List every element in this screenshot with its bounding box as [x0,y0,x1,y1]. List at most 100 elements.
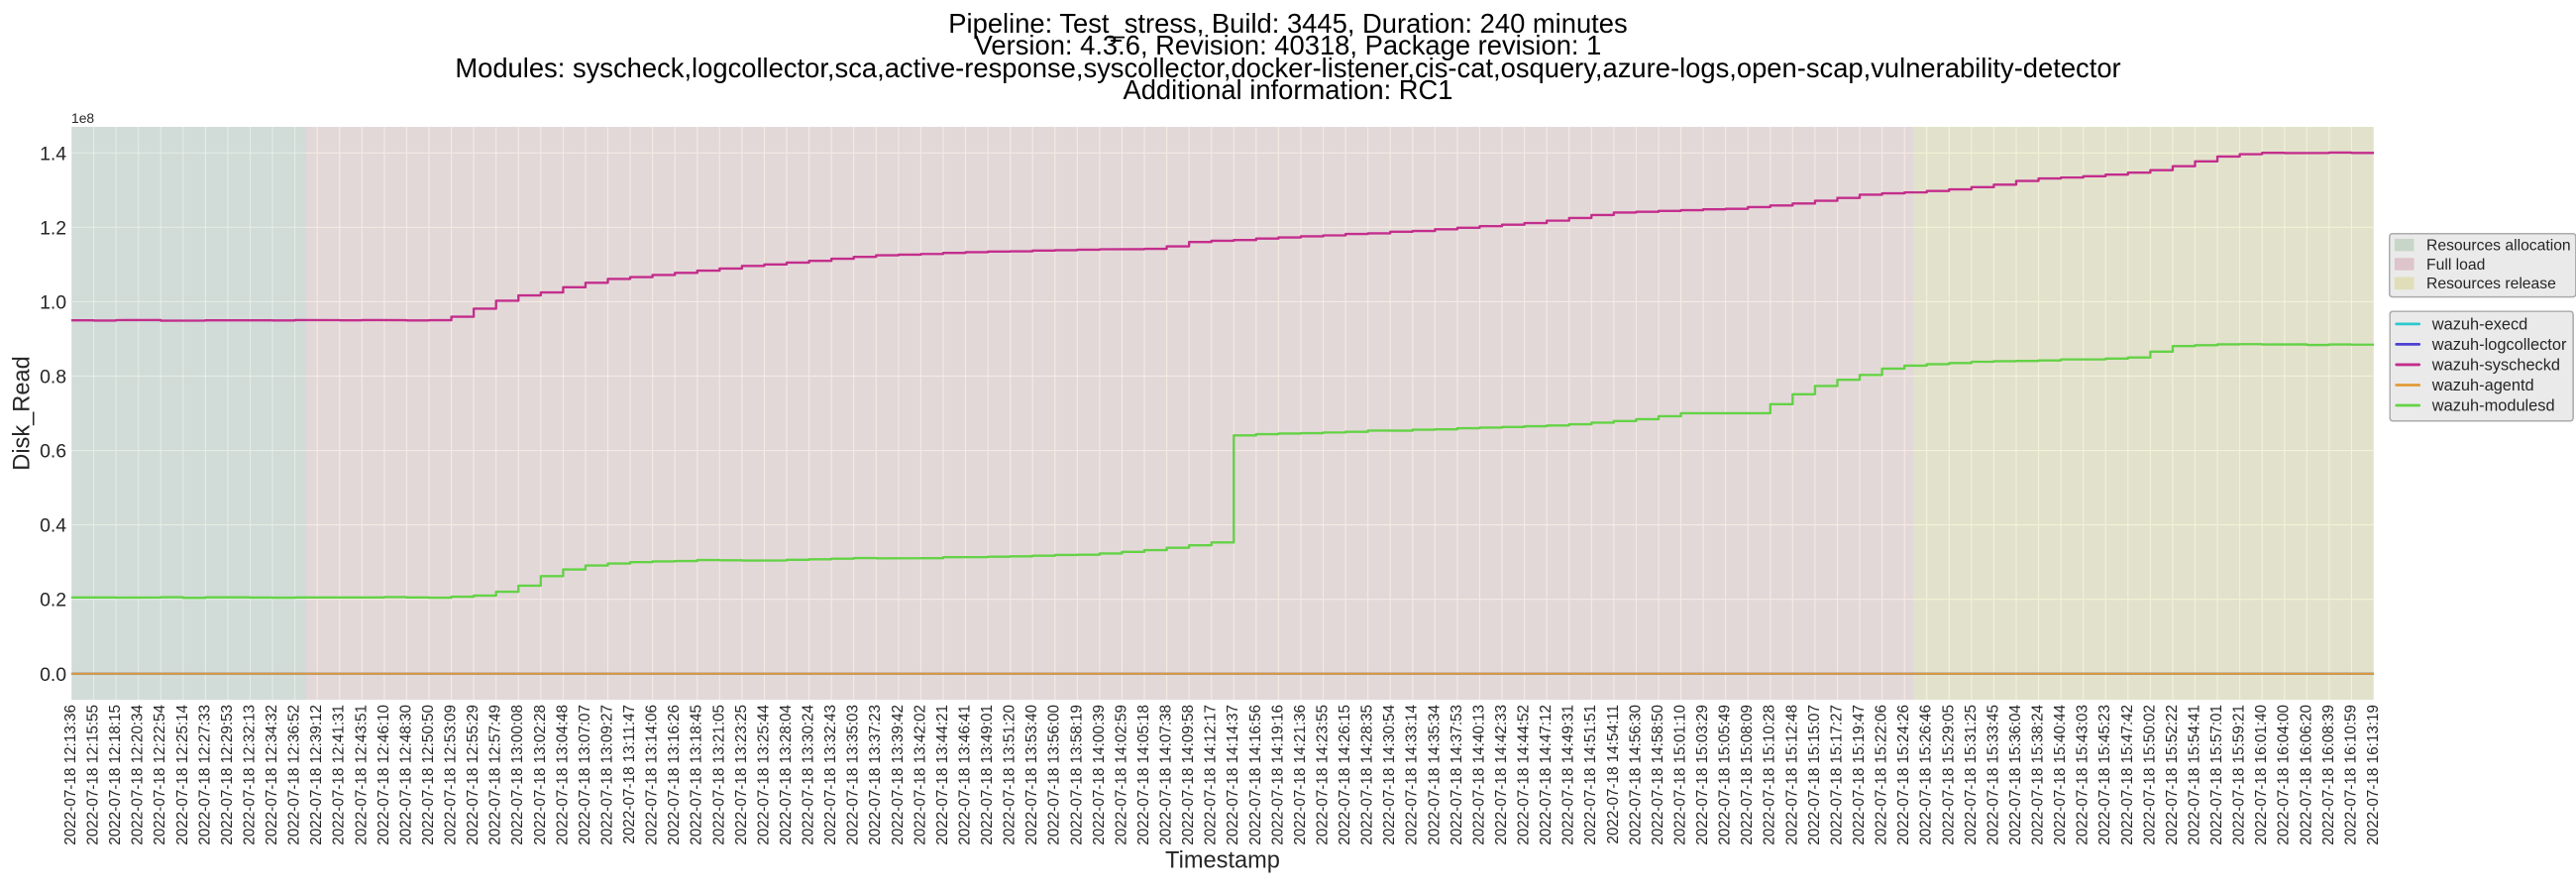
svg-text:2022-07-18 15:52:22: 2022-07-18 15:52:22 [2164,705,2181,845]
svg-text:0.0: 0.0 [40,664,66,686]
svg-text:0.6: 0.6 [40,441,66,463]
svg-text:2022-07-18 12:46:10: 2022-07-18 12:46:10 [376,705,392,845]
svg-text:2022-07-18 15:03:29: 2022-07-18 15:03:29 [1694,705,1711,845]
svg-text:2022-07-18 13:07:07: 2022-07-18 13:07:07 [577,705,593,845]
svg-text:2022-07-18 15:43:03: 2022-07-18 15:43:03 [2075,705,2092,845]
svg-text:2022-07-18 15:54:41: 2022-07-18 15:54:41 [2186,705,2202,845]
svg-text:wazuh-execd: wazuh-execd [2431,316,2527,334]
svg-text:wazuh-syscheckd: wazuh-syscheckd [2431,357,2560,375]
svg-text:2022-07-18 15:59:21: 2022-07-18 15:59:21 [2231,705,2248,845]
svg-text:2022-07-18 12:43:51: 2022-07-18 12:43:51 [353,705,370,845]
svg-text:2022-07-18 13:35:03: 2022-07-18 13:35:03 [845,705,862,845]
svg-text:2022-07-18 16:06:20: 2022-07-18 16:06:20 [2298,705,2314,845]
svg-text:2022-07-18 13:37:23: 2022-07-18 13:37:23 [867,705,884,845]
svg-text:2022-07-18 12:55:29: 2022-07-18 12:55:29 [465,705,482,845]
svg-text:2022-07-18 14:19:16: 2022-07-18 14:19:16 [1269,705,1286,845]
svg-text:2022-07-18 15:50:02: 2022-07-18 15:50:02 [2141,705,2158,845]
svg-text:Resources release: Resources release [2426,276,2556,292]
svg-text:2022-07-18 12:48:30: 2022-07-18 12:48:30 [397,705,414,845]
svg-text:2022-07-18 12:25:14: 2022-07-18 12:25:14 [174,704,191,844]
svg-text:2022-07-18 15:36:04: 2022-07-18 15:36:04 [2007,704,2024,844]
svg-text:2022-07-18 14:26:15: 2022-07-18 14:26:15 [1337,705,1353,845]
svg-text:2022-07-18 15:57:01: 2022-07-18 15:57:01 [2208,705,2225,845]
svg-text:2022-07-18 13:25:44: 2022-07-18 13:25:44 [755,704,772,844]
svg-text:2022-07-18 13:44:21: 2022-07-18 13:44:21 [934,705,951,845]
svg-text:2022-07-18 15:05:49: 2022-07-18 15:05:49 [1717,705,1734,845]
svg-text:2022-07-18 14:05:18: 2022-07-18 14:05:18 [1135,705,1152,845]
svg-text:2022-07-18 14:47:12: 2022-07-18 14:47:12 [1538,705,1555,845]
svg-text:2022-07-18 15:24:26: 2022-07-18 15:24:26 [1895,705,1912,845]
svg-text:2022-07-18 13:51:20: 2022-07-18 13:51:20 [1002,705,1019,845]
svg-text:2022-07-18 15:17:27: 2022-07-18 15:17:27 [1828,705,1845,845]
svg-text:2022-07-18 14:49:31: 2022-07-18 14:49:31 [1560,705,1577,845]
svg-text:2022-07-18 15:08:09: 2022-07-18 15:08:09 [1739,705,1756,845]
svg-text:2022-07-18 13:14:06: 2022-07-18 13:14:06 [644,705,661,845]
svg-text:2022-07-18 14:07:38: 2022-07-18 14:07:38 [1158,705,1175,845]
svg-text:wazuh-logcollector: wazuh-logcollector [2431,336,2567,354]
svg-text:wazuh-agentd: wazuh-agentd [2431,377,2534,394]
svg-text:2022-07-18 13:30:24: 2022-07-18 13:30:24 [801,704,817,844]
svg-text:2022-07-18 13:58:19: 2022-07-18 13:58:19 [1068,705,1085,845]
svg-text:2022-07-18 13:49:01: 2022-07-18 13:49:01 [979,705,996,845]
svg-text:Resources allocation: Resources allocation [2426,238,2571,255]
svg-text:2022-07-18 16:13:19: 2022-07-18 16:13:19 [2365,705,2382,845]
svg-text:2022-07-18 13:56:00: 2022-07-18 13:56:00 [1046,705,1063,845]
svg-text:2022-07-18 14:09:58: 2022-07-18 14:09:58 [1180,705,1197,845]
svg-text:2022-07-18 15:31:25: 2022-07-18 15:31:25 [1963,705,1980,845]
svg-text:2022-07-18 14:23:55: 2022-07-18 14:23:55 [1314,705,1331,845]
svg-text:2022-07-18 14:51:51: 2022-07-18 14:51:51 [1582,705,1599,845]
svg-text:2022-07-18 14:14:37: 2022-07-18 14:14:37 [1225,705,1241,845]
svg-text:2022-07-18 13:00:08: 2022-07-18 13:00:08 [509,705,526,845]
svg-text:2022-07-18 15:38:24: 2022-07-18 15:38:24 [2030,704,2047,844]
svg-text:2022-07-18 16:01:40: 2022-07-18 16:01:40 [2253,705,2270,845]
svg-text:2022-07-18 15:47:42: 2022-07-18 15:47:42 [2119,705,2136,845]
svg-text:2022-07-18 14:35:34: 2022-07-18 14:35:34 [1426,704,1443,844]
svg-text:2022-07-18 13:21:05: 2022-07-18 13:21:05 [710,705,727,845]
svg-text:2022-07-18 13:02:28: 2022-07-18 13:02:28 [532,705,549,845]
svg-text:2022-07-18 15:33:45: 2022-07-18 15:33:45 [1985,705,2001,845]
svg-text:0.2: 0.2 [40,590,66,612]
svg-text:2022-07-18 12:29:53: 2022-07-18 12:29:53 [219,705,236,845]
svg-text:2022-07-18 14:02:59: 2022-07-18 14:02:59 [1113,705,1129,845]
svg-text:2022-07-18 16:10:59: 2022-07-18 16:10:59 [2342,705,2359,845]
svg-text:2022-07-18 14:44:52: 2022-07-18 14:44:52 [1516,705,1533,845]
svg-text:0.8: 0.8 [40,367,66,389]
svg-text:2022-07-18 13:32:43: 2022-07-18 13:32:43 [822,705,839,845]
svg-text:2022-07-18 14:37:53: 2022-07-18 14:37:53 [1449,705,1465,845]
svg-text:2022-07-18 15:15:07: 2022-07-18 15:15:07 [1806,705,1823,845]
svg-text:2022-07-18 14:28:35: 2022-07-18 14:28:35 [1359,705,1376,845]
svg-text:2022-07-18 12:22:54: 2022-07-18 12:22:54 [152,704,168,844]
svg-text:2022-07-18 12:27:33: 2022-07-18 12:27:33 [196,705,213,845]
svg-text:1.0: 1.0 [40,291,66,313]
svg-text:2022-07-18 12:18:15: 2022-07-18 12:18:15 [107,705,124,845]
svg-text:1e8: 1e8 [71,110,94,126]
svg-text:1.2: 1.2 [40,217,66,239]
svg-text:2022-07-18 13:16:26: 2022-07-18 13:16:26 [666,705,683,845]
svg-text:2022-07-18 15:29:05: 2022-07-18 15:29:05 [1940,705,1957,845]
svg-text:2022-07-18 14:40:13: 2022-07-18 14:40:13 [1470,705,1487,845]
svg-text:2022-07-18 15:19:47: 2022-07-18 15:19:47 [1851,705,1868,845]
svg-text:2022-07-18 15:45:23: 2022-07-18 15:45:23 [2096,705,2113,845]
svg-text:2022-07-18 12:41:31: 2022-07-18 12:41:31 [331,705,348,845]
svg-text:2022-07-18 13:39:42: 2022-07-18 13:39:42 [890,705,907,845]
svg-text:2022-07-18 14:42:33: 2022-07-18 14:42:33 [1493,705,1510,845]
svg-text:2022-07-18 14:00:39: 2022-07-18 14:00:39 [1091,705,1108,845]
svg-text:2022-07-18 14:30:54: 2022-07-18 14:30:54 [1381,704,1398,844]
svg-text:2022-07-18 14:33:14: 2022-07-18 14:33:14 [1404,704,1421,844]
svg-text:2022-07-18 13:09:27: 2022-07-18 13:09:27 [598,705,615,845]
svg-text:2022-07-18 13:46:41: 2022-07-18 13:46:41 [956,705,973,845]
svg-text:2022-07-18 13:18:45: 2022-07-18 13:18:45 [689,705,705,845]
svg-text:2022-07-18 12:53:09: 2022-07-18 12:53:09 [443,705,460,845]
svg-text:2022-07-18 12:50:50: 2022-07-18 12:50:50 [420,705,437,845]
svg-text:2022-07-18 13:28:04: 2022-07-18 13:28:04 [778,704,795,844]
svg-text:2022-07-18 12:34:32: 2022-07-18 12:34:32 [264,705,280,845]
svg-text:2022-07-18 14:58:50: 2022-07-18 14:58:50 [1650,705,1666,845]
svg-text:2022-07-18 15:22:06: 2022-07-18 15:22:06 [1874,705,1890,845]
svg-text:2022-07-18 14:16:56: 2022-07-18 14:16:56 [1247,705,1264,845]
svg-text:2022-07-18 13:11:47: 2022-07-18 13:11:47 [621,705,638,844]
svg-text:2022-07-18 13:53:40: 2022-07-18 13:53:40 [1023,705,1040,845]
svg-text:2022-07-18 16:04:00: 2022-07-18 16:04:00 [2276,705,2293,845]
svg-text:2022-07-18 12:32:13: 2022-07-18 12:32:13 [241,705,258,845]
svg-text:2022-07-18 14:54:11: 2022-07-18 14:54:11 [1605,705,1622,844]
svg-text:2022-07-18 15:40:44: 2022-07-18 15:40:44 [2052,704,2069,844]
